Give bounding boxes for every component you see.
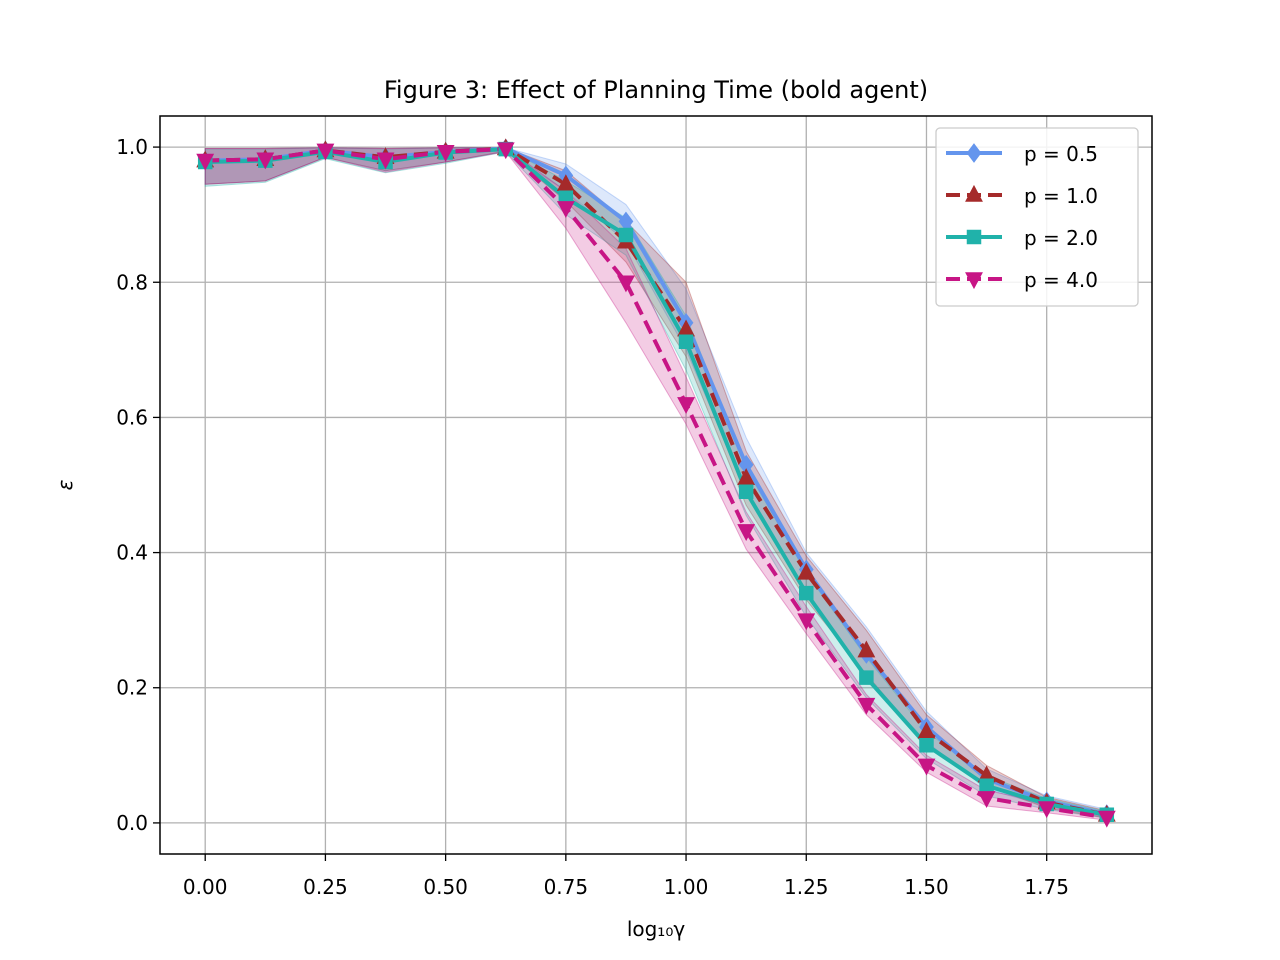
point-4: [737, 524, 756, 542]
point-4: [857, 697, 876, 715]
x-tick-label: 1.25: [784, 875, 829, 899]
point-4: [556, 201, 575, 218]
legend-label-4: p = 4.0: [1024, 268, 1098, 292]
y-tick-label: 0.8: [116, 270, 148, 294]
legend-box: [935, 127, 1139, 307]
legend-marker-2: [965, 184, 983, 202]
x-tick-label: 1.75: [1024, 875, 1069, 899]
point-4: [1097, 810, 1116, 828]
point-4: [256, 152, 275, 170]
legend-label-3: p = 2.0: [1024, 226, 1098, 250]
x-tick-label: 1.00: [664, 875, 709, 899]
plot-frame: [159, 115, 1153, 855]
point-4: [617, 275, 635, 293]
legend-marker-3: [966, 229, 982, 245]
y-tick-label: 0.4: [116, 541, 148, 565]
point-3: [919, 737, 934, 753]
point-4: [1037, 801, 1056, 819]
point-3: [859, 670, 874, 685]
point-2: [857, 640, 876, 658]
x-tick-label: 0.50: [423, 875, 468, 899]
series-line-4: [205, 147, 1108, 820]
point-4: [316, 143, 335, 161]
legend-marker-1: [966, 143, 982, 163]
y-tick-label: 0.6: [116, 405, 148, 429]
point-4: [917, 758, 936, 776]
point-4: [797, 613, 816, 631]
point-4: [196, 153, 215, 171]
y-ticks: 0.0 0.2 0.4 0.6 0.8 1.0: [116, 135, 160, 835]
point-4: [496, 142, 515, 160]
point-3: [799, 585, 814, 601]
y-axis-label: ε: [53, 479, 77, 490]
point-4: [677, 397, 695, 414]
point-3: [678, 334, 694, 349]
series-markers: [196, 138, 1116, 828]
point-4: [436, 145, 455, 162]
x-tick-label: 1.50: [904, 875, 949, 899]
point-3: [618, 227, 634, 243]
y-tick-label: 0.0: [116, 811, 148, 835]
point-2: [797, 562, 816, 580]
y-tick-label: 1.0: [116, 135, 148, 159]
point-4: [977, 791, 996, 808]
point-3: [979, 778, 994, 793]
x-tick-label: 0.75: [544, 875, 589, 899]
legend: p = 0.5 p = 1.0 p = 2.0 p = 4.0: [935, 127, 1139, 307]
x-axis-label: log₁₀γ: [627, 917, 686, 941]
x-tick-label: 0.00: [183, 875, 228, 899]
chart-title: Figure 3: Effect of Planning Time (bold …: [384, 76, 928, 104]
series-lines: [205, 146, 1108, 820]
x-ticks: 0.00 0.25 0.50 0.75 1.00 1.25 1.50 1.75: [183, 854, 1069, 899]
point-4: [376, 152, 395, 170]
series-line-3: [205, 147, 1108, 817]
y-tick-label: 0.2: [116, 676, 148, 700]
x-tick-label: 0.25: [303, 875, 348, 899]
legend-label-1: p = 0.5: [1024, 142, 1098, 166]
point-3: [738, 484, 754, 500]
legend-label-2: p = 1.0: [1024, 184, 1098, 208]
legend-marker-4: [965, 272, 983, 290]
